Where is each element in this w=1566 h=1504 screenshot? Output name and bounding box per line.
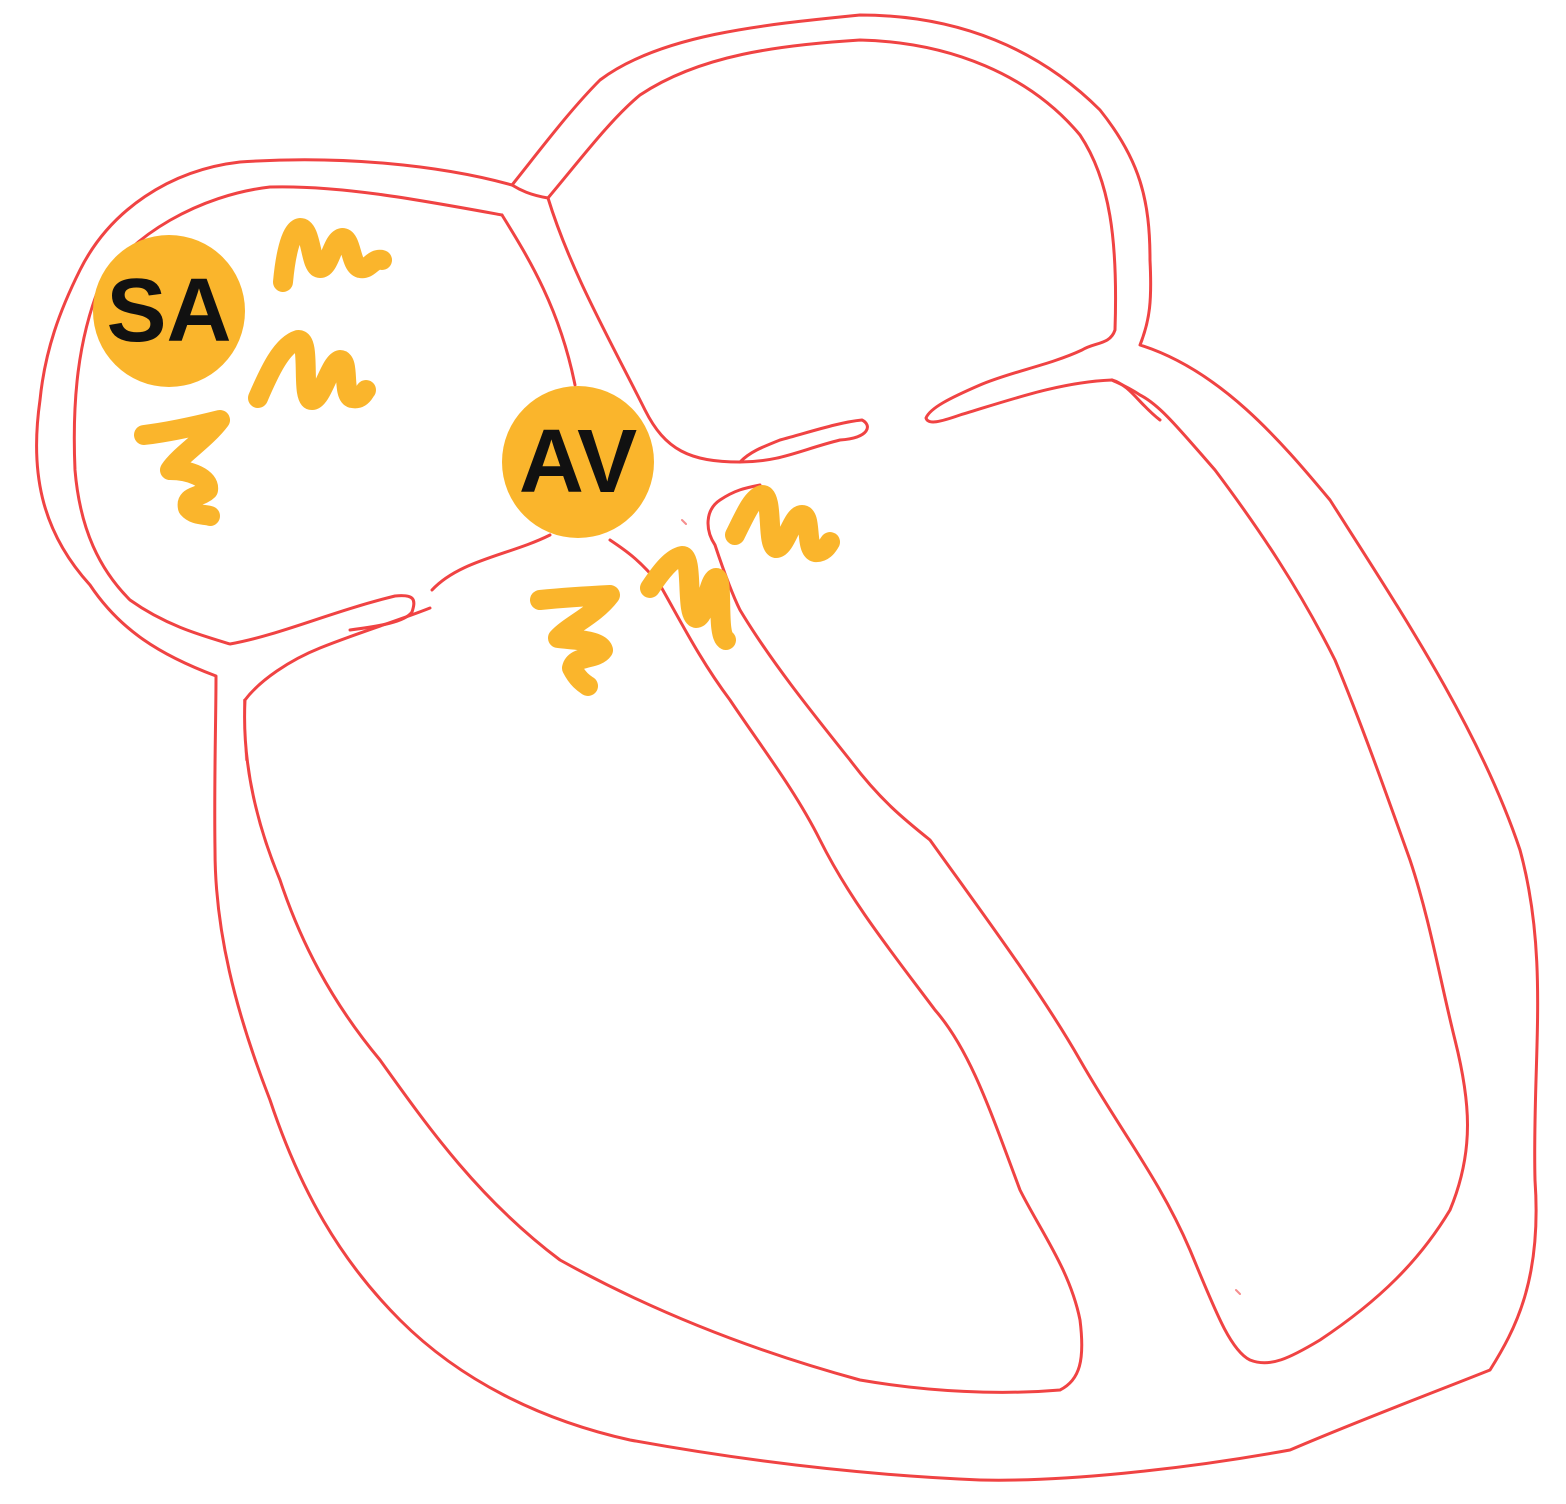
heart-outer-wall <box>35 13 1540 1482</box>
impulse-squiggle-sa-3 <box>134 410 230 526</box>
sa-node: SA <box>93 235 245 387</box>
impulse-squiggle-av-2 <box>640 546 736 650</box>
sa-node-circle <box>93 235 245 387</box>
impulse-squiggle-sa-2 <box>248 330 376 410</box>
impulse-squiggle-av-3 <box>530 585 620 696</box>
impulse-squiggle-sa-1 <box>273 218 392 292</box>
left-ventricle-cavity <box>706 378 1469 1365</box>
atrial-septum <box>500 183 869 464</box>
av-node: AV <box>502 386 654 538</box>
av-node-label: AV <box>519 412 637 512</box>
right-atrium-cavity <box>72 185 504 646</box>
right-ventricle-cavity <box>243 533 1084 1394</box>
left-atrium-cavity <box>546 38 1162 424</box>
sketch-mark <box>243 519 1241 1295</box>
sa-node-label: SA <box>106 261 231 361</box>
impulse-squiggle-av-1 <box>725 485 840 563</box>
av-node-circle <box>502 386 654 538</box>
